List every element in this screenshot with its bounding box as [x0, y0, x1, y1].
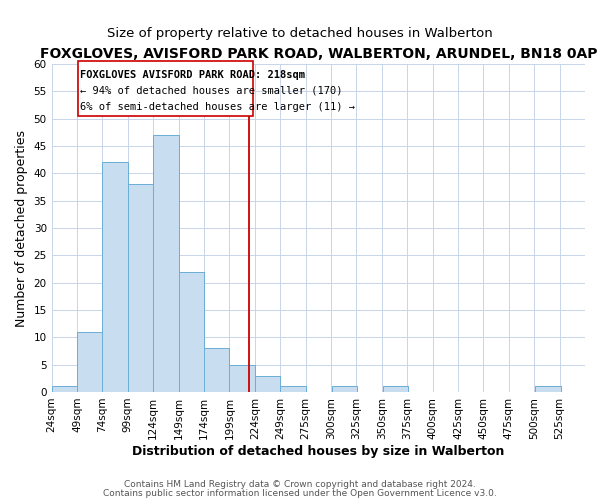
Title: FOXGLOVES, AVISFORD PARK ROAD, WALBERTON, ARUNDEL, BN18 0AP: FOXGLOVES, AVISFORD PARK ROAD, WALBERTON… — [40, 48, 597, 62]
Bar — [128, 184, 153, 392]
Text: 6% of semi-detached houses are larger (11) →: 6% of semi-detached houses are larger (1… — [80, 102, 355, 113]
Bar — [255, 376, 280, 392]
Bar — [280, 386, 305, 392]
Text: Size of property relative to detached houses in Walberton: Size of property relative to detached ho… — [107, 28, 493, 40]
Bar — [535, 386, 560, 392]
Text: FOXGLOVES AVISFORD PARK ROAD: 218sqm: FOXGLOVES AVISFORD PARK ROAD: 218sqm — [80, 70, 305, 80]
Bar — [383, 386, 408, 392]
Bar — [103, 162, 128, 392]
Bar — [179, 272, 204, 392]
Text: ← 94% of detached houses are smaller (170): ← 94% of detached houses are smaller (17… — [80, 86, 343, 96]
Text: Contains HM Land Registry data © Crown copyright and database right 2024.: Contains HM Land Registry data © Crown c… — [124, 480, 476, 489]
FancyBboxPatch shape — [78, 62, 253, 116]
X-axis label: Distribution of detached houses by size in Walberton: Distribution of detached houses by size … — [132, 444, 505, 458]
Bar — [204, 348, 229, 392]
Bar — [77, 332, 103, 392]
Bar — [332, 386, 358, 392]
Y-axis label: Number of detached properties: Number of detached properties — [15, 130, 28, 326]
Bar — [229, 364, 255, 392]
Text: Contains public sector information licensed under the Open Government Licence v3: Contains public sector information licen… — [103, 489, 497, 498]
Bar — [153, 135, 179, 392]
Bar — [52, 386, 77, 392]
